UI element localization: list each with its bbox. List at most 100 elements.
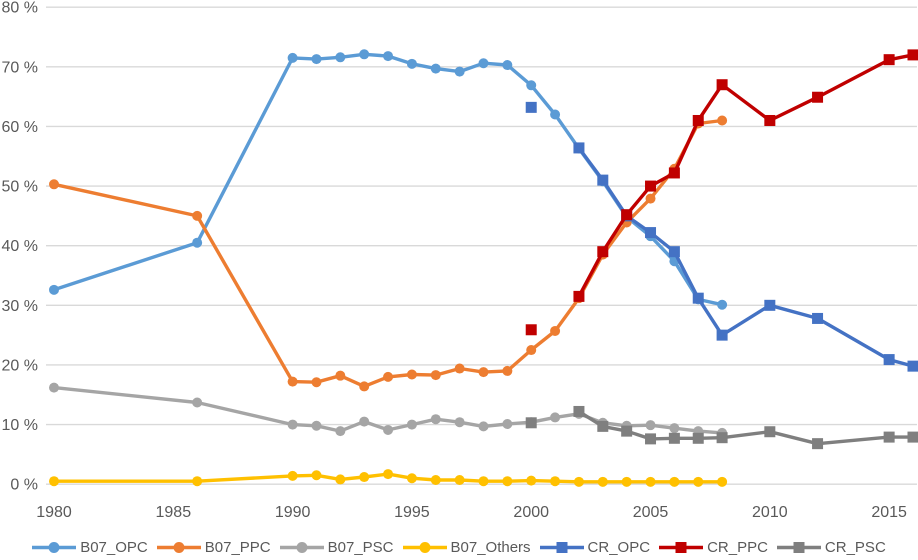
- data-point-CR_PSC: [812, 438, 824, 450]
- data-point-CR_PPC: [668, 167, 680, 179]
- data-point-CR_PPC: [812, 91, 824, 103]
- legend-marker-CR_OPC: [539, 541, 584, 553]
- data-point-B07_OPC: [454, 66, 465, 77]
- data-point-B07_OPC: [49, 284, 59, 295]
- x-axis-tick-label: 1995: [394, 504, 430, 521]
- legend-label-CR_OPC: CR_OPC: [587, 538, 651, 556]
- legend-label-B07_PPC: B07_PPC: [204, 538, 271, 556]
- data-point-B07_PSC: [359, 416, 370, 427]
- data-point-B07_PSC: [502, 418, 513, 429]
- series-line-B07_OPC: [52, 52, 724, 307]
- legend-label-B07_PSC: B07_PSC: [327, 538, 394, 556]
- legend-marker-B07_OPC: [32, 541, 77, 553]
- y-axis-tick-label: 10 %: [2, 417, 38, 434]
- data-point-B07_PSC: [550, 412, 561, 423]
- data-point-B07_PPC: [526, 345, 537, 356]
- data-point-B07_PSC: [311, 420, 322, 431]
- data-point-B07_OPC: [526, 80, 537, 91]
- data-point-B07_Others: [573, 476, 584, 487]
- data-point-B07_OPC: [383, 51, 394, 62]
- data-point-B07_Others: [550, 476, 561, 487]
- data-point-CR_OPC: [764, 299, 776, 311]
- data-point-CR_OPC: [716, 329, 728, 341]
- x-axis-tick-label: 1990: [275, 504, 311, 521]
- data-point-B07_PSC: [192, 397, 203, 408]
- data-point-B07_PSC: [287, 419, 298, 430]
- data-point-CR_OPC: [883, 354, 895, 366]
- data-point-CR_OPC: [573, 142, 585, 154]
- data-point-B07_PPC: [550, 325, 561, 336]
- data-point-B07_PPC: [406, 369, 417, 380]
- data-point-B07_Others: [430, 475, 441, 486]
- legend-item-B07_PSC: B07_PSC: [279, 538, 394, 556]
- y-axis-tick-label: 70 %: [2, 59, 38, 76]
- data-point-CR_PPC: [573, 290, 585, 302]
- data-point-B07_PSC: [335, 426, 346, 437]
- data-point-B07_Others: [693, 476, 704, 487]
- data-point-B07_OPC: [287, 52, 298, 63]
- data-point-B07_PPC: [430, 370, 441, 381]
- data-point-B07_PPC: [645, 193, 656, 204]
- data-point-CR_PSC: [597, 420, 609, 432]
- data-point-B07_Others: [717, 476, 728, 487]
- data-point-CR_PSC: [621, 425, 633, 437]
- legend-marker-CR_PSC: [776, 541, 821, 553]
- legend-item-CR_OPC: CR_OPC: [539, 538, 651, 556]
- data-point-B07_OPC: [550, 109, 561, 120]
- data-point-CR_OPC: [907, 360, 918, 372]
- data-point-CR_PPC: [597, 246, 609, 258]
- data-point-B07_OPC: [502, 60, 513, 71]
- data-point-CR_PPC: [645, 180, 657, 192]
- data-point-B07_PPC: [49, 179, 59, 190]
- y-axis-tick-label: 50 %: [2, 179, 38, 196]
- legend-marker-CR_PPC: [659, 541, 704, 553]
- data-point-B07_Others: [526, 475, 537, 486]
- y-axis-tick-label: 60 %: [2, 119, 38, 136]
- series-line-CR_OPC: [577, 146, 915, 368]
- data-point-B07_Others: [311, 470, 322, 481]
- data-point-CR_PPC: [621, 209, 633, 221]
- data-point-B07_PSC: [478, 421, 489, 432]
- x-axis-tick-label: 1980: [36, 504, 72, 521]
- data-point-B07_PSC: [430, 414, 441, 425]
- data-point-B07_PSC: [406, 419, 417, 430]
- x-axis-tick-label: 2015: [871, 504, 907, 521]
- data-point-B07_Others: [49, 476, 59, 487]
- data-point-B07_PPC: [383, 371, 394, 382]
- y-axis-tick-label: 0 %: [10, 477, 38, 494]
- data-point-B07_Others: [597, 476, 608, 487]
- data-point-CR_OPC: [525, 101, 537, 113]
- data-point-B07_Others: [406, 473, 417, 484]
- data-point-CR_PSC: [764, 426, 776, 438]
- series-line-CR_PPC: [577, 53, 915, 299]
- data-point-B07_OPC: [311, 54, 322, 65]
- data-point-CR_PSC: [883, 431, 895, 443]
- data-point-B07_PSC: [49, 382, 59, 393]
- legend-label-B07_OPC: B07_OPC: [80, 538, 148, 556]
- data-point-B07_Others: [645, 476, 656, 487]
- data-point-CR_PSC: [573, 405, 585, 417]
- series-line-B07_PPC: [52, 118, 724, 389]
- data-point-B07_Others: [454, 475, 465, 486]
- legend-label-CR_PPC: CR_PPC: [707, 538, 768, 556]
- legend-item-CR_PPC: CR_PPC: [659, 540, 768, 555]
- data-point-B07_PPC: [335, 370, 346, 381]
- data-point-B07_Others: [502, 476, 513, 487]
- data-point-CR_OPC: [597, 174, 609, 186]
- legend: B07_OPC B07_PPC B07_PSC B07_Others CR_OPC CR_…: [0, 534, 918, 560]
- legend-marker-B07_Others: [402, 541, 447, 553]
- x-axis-tick-label: 2000: [513, 504, 549, 521]
- legend-label-CR_PSC: CR_PSC: [824, 538, 886, 556]
- data-point-B07_PPC: [502, 365, 513, 376]
- data-point-CR_PSC: [692, 432, 704, 444]
- data-point-B07_PSC: [645, 420, 656, 431]
- data-point-CR_PSC: [525, 417, 537, 429]
- x-axis-tick-label: 2010: [752, 504, 788, 521]
- data-point-CR_PPC: [525, 324, 537, 336]
- data-point-CR_PSC: [668, 432, 680, 444]
- data-point-B07_PSC: [383, 424, 394, 435]
- legend-label-B07_Others: B07_Others: [450, 538, 531, 556]
- data-point-CR_PSC: [907, 431, 918, 443]
